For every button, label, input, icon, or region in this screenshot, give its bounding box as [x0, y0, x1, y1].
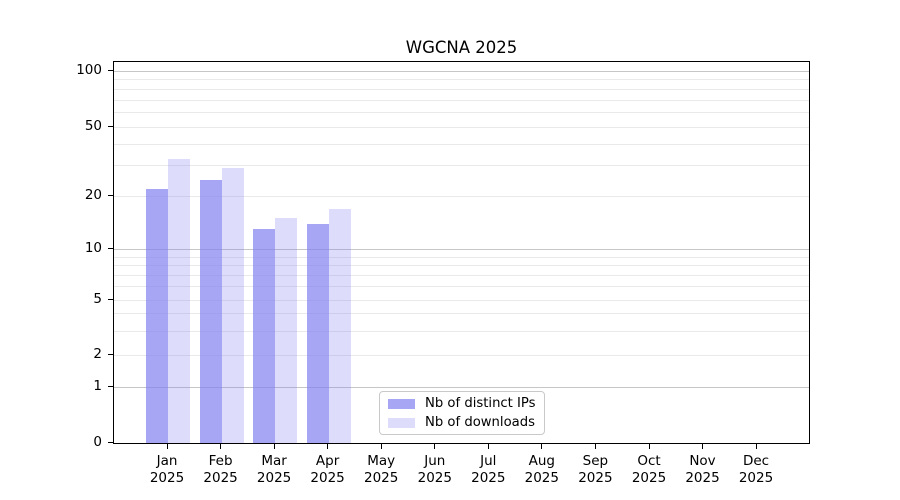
y-tick-2 — [108, 353, 113, 355]
gridline-y-100 — [114, 70, 809, 72]
x-tick-label-nov: Nov 2025 — [685, 453, 720, 486]
legend: Nb of distinct IPs Nb of downloads — [379, 391, 545, 435]
gridline-y-80 — [114, 88, 809, 90]
y-tick-10 — [108, 248, 113, 249]
gridline-y-20 — [114, 195, 809, 197]
gridline-y-7 — [114, 275, 809, 277]
y-tick-100 — [108, 69, 113, 71]
y-tick-label-1: 1 — [93, 378, 102, 395]
x-tick-sep — [594, 444, 596, 449]
x-tick-dec — [755, 444, 757, 449]
bar-apr-distinct-ips — [306, 223, 329, 443]
gridline-y-90 — [114, 79, 809, 81]
y-tick-label-10: 10 — [84, 240, 102, 256]
x-tick-label-oct: Oct 2025 — [631, 453, 667, 486]
y-tick-20 — [108, 194, 113, 196]
x-tick-label-sep: Sep 2025 — [578, 453, 613, 486]
legend-label-distinct-ips: Nb of distinct IPs — [425, 396, 536, 411]
x-tick-label-apr: Apr 2025 — [310, 453, 345, 486]
y-tick-0 — [108, 441, 113, 443]
x-tick-jun — [434, 444, 436, 449]
x-tick-label-feb: Feb 2025 — [203, 453, 238, 486]
bar-mar-downloads — [275, 218, 298, 443]
x-tick-label-dec: Dec 2025 — [738, 453, 774, 486]
x-tick-jul — [487, 444, 489, 449]
gridline-y-6 — [114, 286, 809, 288]
x-tick-label-mar: Mar 2025 — [256, 453, 292, 486]
x-tick-label-jul: Jul 2025 — [471, 453, 506, 486]
y-tick-label-5: 5 — [93, 290, 102, 307]
legend-label-downloads: Nb of downloads — [425, 415, 535, 430]
y-tick-label-20: 20 — [84, 186, 102, 203]
gridline-y-3 — [114, 330, 809, 332]
y-tick-label-50: 50 — [84, 117, 102, 134]
y-tick-1 — [108, 386, 113, 388]
bar-apr-downloads — [328, 208, 351, 443]
gridline-y-4 — [114, 313, 809, 315]
x-tick-label-may: May 2025 — [364, 453, 399, 486]
x-tick-mar — [273, 444, 275, 449]
gridline-y-10 — [114, 249, 809, 250]
chart-title: WGCNA 2025 — [405, 38, 518, 57]
x-tick-oct — [648, 444, 650, 449]
y-tick-label-100: 100 — [76, 61, 102, 78]
x-tick-nov — [702, 444, 703, 449]
gridline-y-60 — [114, 112, 809, 114]
gridline-y-70 — [114, 99, 809, 101]
bar-mar-distinct-ips — [253, 229, 276, 443]
gridline-y-8 — [114, 265, 809, 267]
y-tick-5 — [108, 298, 113, 300]
x-tick-may — [380, 444, 382, 449]
gridline-y-1 — [114, 387, 809, 389]
legend-swatch-distinct-ips — [388, 398, 415, 409]
bar-feb-downloads — [221, 168, 244, 443]
x-tick-label-aug: Aug 2025 — [524, 453, 559, 486]
gridline-y-30 — [114, 165, 809, 167]
x-tick-label-jan: Jan 2025 — [149, 453, 185, 486]
bar-jan-downloads — [168, 158, 190, 443]
bar-jan-distinct-ips — [146, 189, 168, 443]
gridline-y-40 — [114, 143, 809, 145]
gridline-y-2 — [114, 354, 809, 356]
legend-item-downloads: Nb of downloads — [380, 415, 544, 430]
legend-swatch-downloads — [388, 417, 415, 428]
gridline-y-9 — [114, 256, 809, 258]
y-tick-label-2: 2 — [93, 345, 102, 362]
x-tick-label-jun: Jun 2025 — [417, 453, 452, 486]
x-tick-feb — [220, 444, 222, 449]
x-tick-jan — [166, 444, 168, 449]
bar-feb-distinct-ips — [199, 179, 222, 443]
gridline-y-5 — [114, 299, 809, 301]
y-tick-label-0: 0 — [93, 433, 102, 450]
x-tick-apr — [327, 444, 329, 449]
legend-item-distinct-ips: Nb of distinct IPs — [380, 396, 544, 411]
x-tick-aug — [541, 444, 543, 449]
plot-area: Nb of distinct IPs Nb of downloads — [113, 61, 810, 444]
gridline-y-50 — [114, 126, 809, 128]
y-tick-50 — [108, 125, 113, 127]
